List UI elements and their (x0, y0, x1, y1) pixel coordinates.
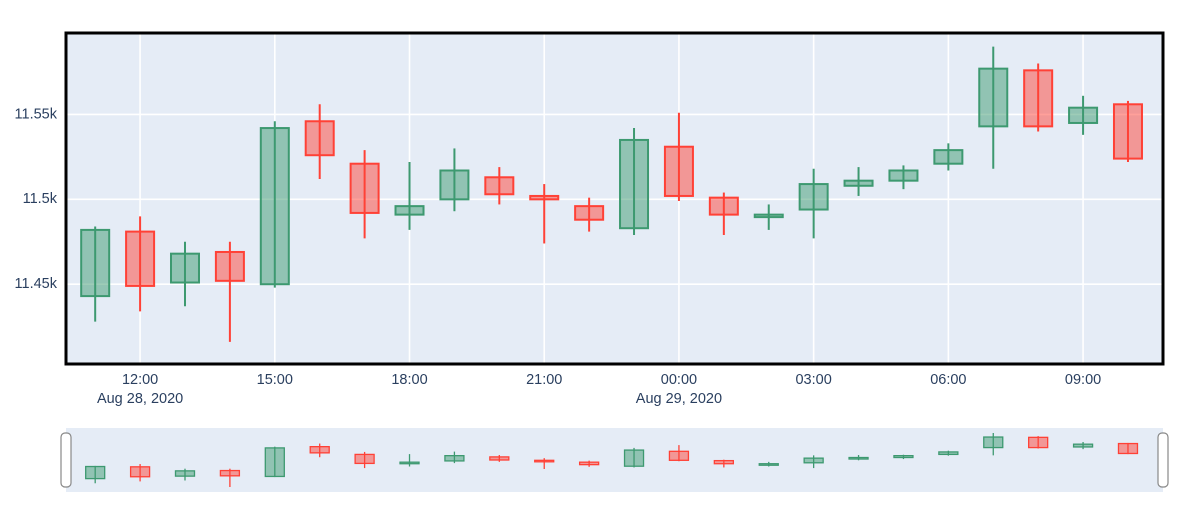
candle-body (663, 145, 694, 197)
mini-candle-body (758, 463, 779, 466)
candle-body (484, 176, 515, 196)
candle-2020-08-28-21-00[interactable] (529, 184, 560, 244)
candle-2020-08-29-05-00[interactable] (888, 165, 919, 190)
candle-body (1068, 106, 1099, 124)
candle-body (439, 169, 470, 201)
x-axis-date-label: Aug 28, 2020 (97, 391, 183, 407)
mini-candle-body (803, 457, 824, 464)
candle-2020-08-28-19-00[interactable] (439, 148, 470, 212)
candle-body (304, 120, 335, 157)
mini-candle-body (893, 455, 914, 459)
mini-candle-body (129, 466, 151, 478)
candle-2020-08-28-13-00[interactable] (169, 241, 200, 307)
candle-2020-08-28-12-00[interactable] (125, 216, 156, 312)
candle-2020-08-28-15-00[interactable] (259, 121, 290, 288)
rangeslider-handle-right[interactable] (1157, 432, 1169, 488)
rangeslider-background[interactable] (66, 428, 1163, 492)
candle-2020-08-28-18-00[interactable] (394, 162, 425, 230)
candle-2020-08-28-22-00[interactable] (574, 197, 605, 232)
candlestick-series (80, 46, 1143, 342)
plot-border (64, 31, 1165, 366)
candle-2020-08-28-23-00[interactable] (619, 128, 650, 235)
mini-candle-body (1028, 436, 1049, 449)
rangeslider-handle-left[interactable] (60, 432, 72, 488)
candle-body (259, 127, 290, 286)
candle-body (1112, 103, 1143, 160)
mini-candle-body (713, 459, 734, 465)
mini-candle-body (489, 456, 510, 461)
x-axis-tick-label: 09:00 (1065, 372, 1101, 388)
candle-2020-08-28-14-00[interactable] (214, 241, 245, 342)
mini-candle-body (309, 446, 330, 454)
candle-body (125, 230, 156, 287)
candle-2020-08-29-10-00[interactable] (1112, 100, 1143, 163)
candle-body (843, 179, 874, 187)
x-axis-tick-label: 12:00 (122, 372, 158, 388)
candle-body (169, 252, 200, 284)
mini-candle-body (848, 456, 869, 460)
mini-candle-body (1117, 442, 1139, 455)
candle-body (574, 205, 605, 221)
x-axis-tick-label: 06:00 (930, 372, 966, 388)
mini-candle-body (668, 450, 690, 461)
rangeslider[interactable] (60, 428, 1169, 492)
candle-2020-08-28-17-00[interactable] (349, 150, 380, 239)
gridlines (66, 33, 1163, 364)
mini-candle-body (534, 459, 555, 463)
candle-2020-08-29-08-00[interactable] (1023, 63, 1054, 132)
x-axis-date-label: Aug 29, 2020 (636, 391, 722, 407)
x-axis-tick-label: 21:00 (526, 372, 562, 388)
candle-body (349, 162, 380, 214)
mini-candle-body (444, 455, 465, 462)
candle-2020-08-29-03-00[interactable] (798, 168, 829, 239)
x-axis-tick-label: 18:00 (391, 372, 427, 388)
mini-candle-body (623, 449, 645, 467)
mini-candle-body (983, 436, 1004, 449)
candle-2020-08-29-07-00[interactable] (978, 46, 1009, 169)
mini-candle-body (85, 465, 106, 480)
candle-body (933, 149, 964, 165)
mini-candle-body (219, 469, 241, 477)
candle-body (708, 196, 739, 216)
x-axis-tick-label: 15:00 (257, 372, 293, 388)
candle-body (798, 183, 829, 211)
candle-body (80, 228, 111, 298)
mini-candle-body (578, 461, 600, 466)
mini-candle-body (938, 451, 959, 456)
candle-body (978, 67, 1009, 128)
candle-body (888, 169, 919, 182)
candle-2020-08-29-01-00[interactable] (708, 192, 739, 235)
candle-2020-08-29-06-00[interactable] (933, 143, 964, 171)
y-axis-tick-label: 11.45k (15, 276, 58, 292)
mini-candle-body (399, 461, 420, 465)
candle-body (1023, 69, 1054, 128)
candle-2020-08-28-11-00[interactable] (80, 226, 111, 322)
x-axis-tick-label: 00:00 (661, 372, 697, 388)
candle-body (394, 205, 425, 216)
mini-candle-body (354, 453, 375, 465)
candle-2020-08-29-09-00[interactable] (1068, 95, 1099, 135)
candle-2020-08-29-02-00[interactable] (753, 204, 784, 230)
mini-candle-body (264, 447, 285, 478)
candle-body (753, 213, 784, 219)
candle-body (529, 194, 560, 201)
y-axis-tick-label: 11.5k (23, 191, 58, 207)
candle-body (214, 250, 245, 282)
x-axis-tick-label: 03:00 (795, 372, 831, 388)
candle-2020-08-28-16-00[interactable] (304, 104, 335, 179)
mini-candle-body (174, 470, 196, 477)
candle-2020-08-28-20-00[interactable] (484, 167, 515, 205)
y-axis-tick-label: 11.55k (15, 106, 58, 122)
candle-body (619, 138, 650, 230)
candle-2020-08-29-04-00[interactable] (843, 167, 874, 196)
mini-candle-body (1072, 443, 1094, 448)
candle-2020-08-29-00-00[interactable] (663, 112, 694, 202)
